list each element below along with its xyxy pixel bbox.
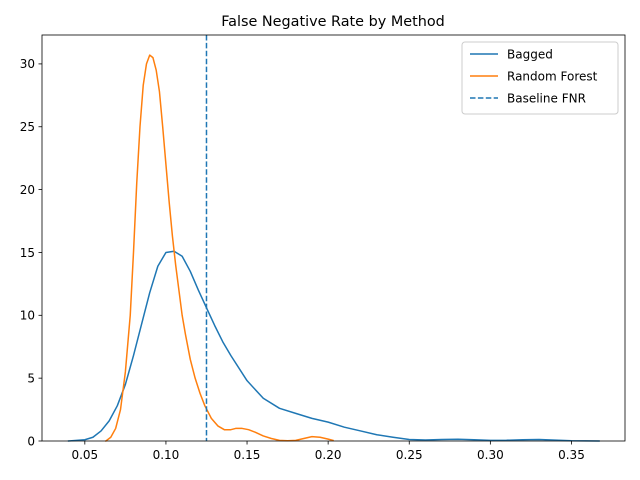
- y-tick-label: 20: [20, 183, 35, 197]
- legend-label: Random Forest: [507, 69, 598, 83]
- y-tick-label: 25: [20, 120, 35, 134]
- chart-title: False Negative Rate by Method: [221, 14, 445, 30]
- plot-area: [67, 35, 600, 443]
- y-tick-label: 0: [27, 434, 35, 448]
- x-tick-label: 0.05: [71, 448, 98, 462]
- series-line-random-forest: [104, 54, 334, 443]
- x-tick-label: 0.20: [315, 448, 342, 462]
- y-tick-label: 10: [20, 309, 35, 323]
- series-line-bagged: [67, 250, 600, 442]
- axes: 0.05 0.10 0.15 0.20 0.25 0.30 0.35 0 5 10 15 20 25 30: [20, 34, 626, 462]
- axes-frame: [41, 34, 626, 442]
- x-tick-label: 0.35: [558, 448, 585, 462]
- legend-label: Bagged: [507, 47, 553, 61]
- y-tick-label: 15: [20, 246, 35, 260]
- y-tick-label: 5: [27, 371, 35, 385]
- y-tick-label: 30: [20, 57, 35, 71]
- x-tick-label: 0.10: [153, 448, 180, 462]
- legend-label: Baseline FNR: [507, 91, 586, 105]
- x-tick-label: 0.25: [396, 448, 423, 462]
- legend: Bagged Random Forest Baseline FNR: [461, 41, 619, 115]
- x-tick-label: 0.30: [477, 448, 504, 462]
- x-tick-label: 0.15: [234, 448, 261, 462]
- legend-box: [461, 41, 619, 115]
